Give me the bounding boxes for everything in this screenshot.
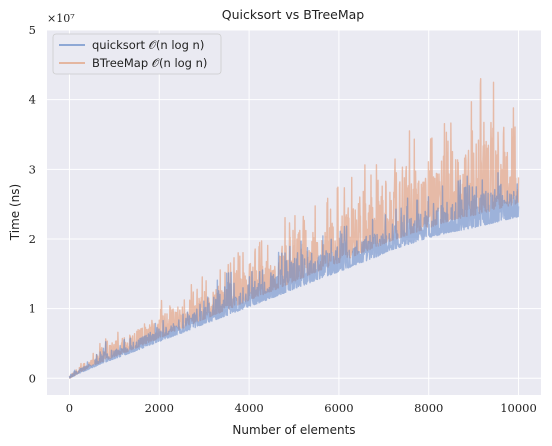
x-tick-label: 8000	[414, 401, 443, 415]
y-tick-label: 0	[29, 371, 36, 385]
series-layer	[68, 77, 520, 379]
y-scale-label: ×10⁷	[47, 12, 75, 25]
legend-box	[52, 33, 222, 75]
y-tick-label: 1	[29, 302, 36, 316]
legend: quicksort 𝒪(n log n) BTreeMap 𝒪(n log n)	[52, 33, 222, 75]
x-axis-label: Number of elements	[232, 423, 355, 437]
y-tick-label: 3	[29, 162, 36, 176]
x-tick-label: 6000	[324, 401, 353, 415]
y-tick-label: 4	[29, 93, 36, 107]
x-tick-label: 10000	[500, 401, 537, 415]
legend-label-quicksort: quicksort 𝒪(n log n)	[92, 38, 204, 52]
series-line	[68, 172, 520, 379]
x-tick-label: 4000	[234, 401, 263, 415]
series-quicksort	[68, 172, 520, 379]
legend-label-btreemap: BTreeMap 𝒪(n log n)	[92, 56, 207, 70]
y-tick-label: 2	[29, 232, 36, 246]
y-tick-labels: 0 1 2 3 4 5	[29, 23, 36, 385]
y-tick-label: 5	[29, 23, 36, 37]
chart-title: Quicksort vs BTreeMap	[222, 7, 364, 22]
y-axis-label: Time (ns)	[8, 184, 22, 241]
x-tick-label: 0	[66, 401, 73, 415]
x-tick-label: 2000	[145, 401, 174, 415]
x-tick-labels: 0 2000 4000 6000 8000 10000	[66, 401, 537, 415]
